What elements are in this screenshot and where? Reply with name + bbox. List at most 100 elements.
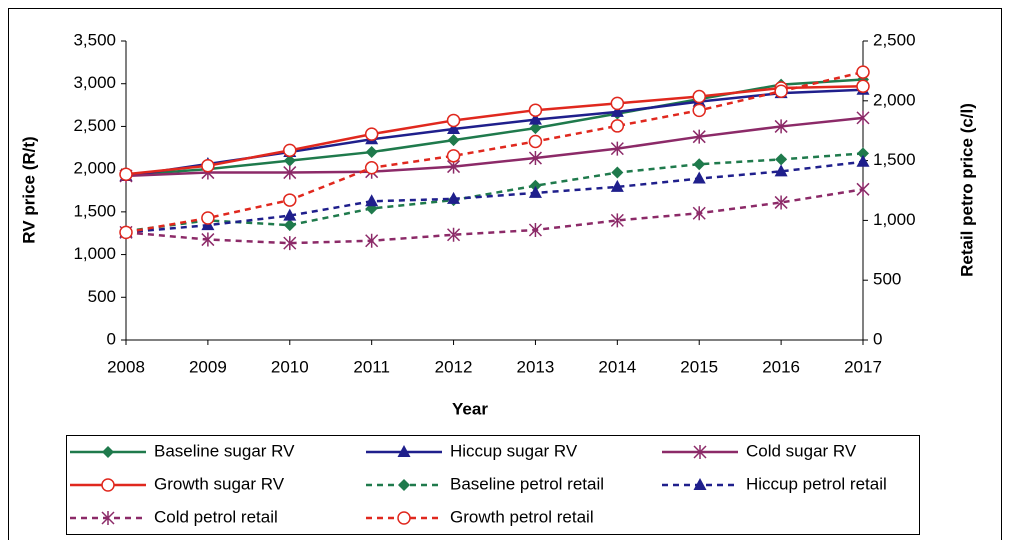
marker-circle: [774, 84, 788, 98]
legend-box: [66, 435, 920, 535]
circle: [283, 193, 297, 207]
circle: [201, 211, 215, 225]
marker-circle: [856, 79, 870, 94]
marker-circle: [201, 211, 215, 225]
x-axis-title: Year: [452, 399, 488, 418]
marker-star: [693, 445, 707, 459]
marker-diamond: [447, 134, 460, 147]
y2-tick-label: 0: [873, 329, 882, 348]
legend-label: Baseline petrol retail: [450, 474, 604, 493]
marker-circle: [446, 113, 461, 128]
star: [774, 195, 788, 210]
circle: [364, 127, 379, 141]
diamond: [775, 153, 788, 166]
marker-circle: [856, 65, 870, 79]
marker-circle: [610, 119, 625, 133]
star: [856, 110, 870, 125]
star: [693, 445, 707, 459]
marker-circle: [283, 193, 297, 207]
marker-circle: [446, 149, 461, 163]
triangle: [693, 478, 707, 490]
marker-star: [283, 236, 297, 251]
marker-diamond: [398, 479, 410, 491]
y2-tick-label: 500: [873, 270, 901, 289]
y2-tick-label: 2,000: [873, 90, 916, 109]
marker-circle: [528, 103, 543, 117]
marker-triangle: [692, 171, 706, 184]
x-tick-label: 2016: [762, 357, 800, 376]
diamond: [102, 446, 114, 458]
marker-star: [101, 511, 115, 525]
marker-star: [774, 119, 788, 134]
marker-star: [692, 206, 706, 221]
diamond: [529, 122, 542, 135]
diamond: [283, 154, 296, 167]
marker-circle: [364, 127, 379, 141]
y-tick-label: 3,000: [73, 73, 116, 92]
circle: [692, 103, 706, 118]
diamond: [365, 146, 378, 159]
marker-diamond: [529, 122, 542, 135]
marker-star: [447, 227, 461, 242]
marker-star: [528, 222, 542, 237]
y-tick-label: 1,500: [73, 201, 116, 220]
x-tick-label: 2008: [107, 357, 145, 376]
marker-triangle: [397, 445, 411, 457]
marker-triangle: [774, 164, 788, 177]
circle: [446, 113, 461, 128]
series-line: [125, 70, 864, 234]
marker-star: [692, 129, 706, 144]
star: [101, 511, 115, 525]
marker-circle: [528, 134, 543, 149]
y-tick-label: 2,000: [73, 159, 116, 178]
diamond: [447, 134, 460, 147]
y2-axis-title: Retail petro price (c/l): [957, 103, 976, 277]
circle: [610, 96, 625, 111]
y-tick-label: 0: [107, 329, 116, 348]
circle: [446, 149, 461, 163]
circle: [856, 65, 870, 79]
marker-diamond: [529, 179, 542, 192]
marker-star: [774, 195, 788, 210]
circle: [364, 161, 379, 175]
x-tick-label: 2010: [271, 357, 309, 376]
circle: [283, 143, 297, 158]
legend-label: Cold sugar RV: [746, 441, 857, 460]
circle: [774, 84, 788, 98]
legend-label: Hiccup sugar RV: [450, 441, 578, 460]
marker-circle: [364, 161, 379, 175]
series-line: [125, 160, 864, 234]
marker-circle: [201, 158, 215, 173]
x-tick-label: 2014: [598, 357, 636, 376]
marker-diamond: [102, 446, 114, 458]
circle: [201, 158, 215, 173]
legend-label: Hiccup petrol retail: [746, 474, 887, 493]
marker-triangle: [610, 104, 624, 117]
marker-star: [283, 165, 297, 180]
marker-star: [610, 213, 624, 228]
series-line: [125, 152, 864, 233]
triangle: [856, 154, 870, 167]
x-tick-label: 2013: [517, 357, 555, 376]
triangle: [610, 179, 624, 192]
triangle: [610, 104, 624, 117]
triangle: [365, 194, 379, 207]
y2-tick-label: 1,000: [873, 210, 916, 229]
marker-diamond: [283, 154, 296, 167]
star: [528, 222, 542, 237]
diamond: [693, 158, 706, 171]
diamond: [611, 166, 624, 179]
star: [447, 227, 461, 242]
y-tick-label: 2,500: [73, 116, 116, 135]
legend-label: Growth sugar RV: [154, 474, 285, 493]
marker-triangle: [610, 179, 624, 192]
marker-triangle: [447, 121, 461, 134]
circle: [397, 511, 411, 525]
marker-star: [856, 110, 870, 125]
triangle: [447, 191, 461, 204]
star: [692, 206, 706, 221]
series-line: [125, 188, 864, 245]
triangle: [528, 112, 542, 125]
star: [283, 165, 297, 180]
